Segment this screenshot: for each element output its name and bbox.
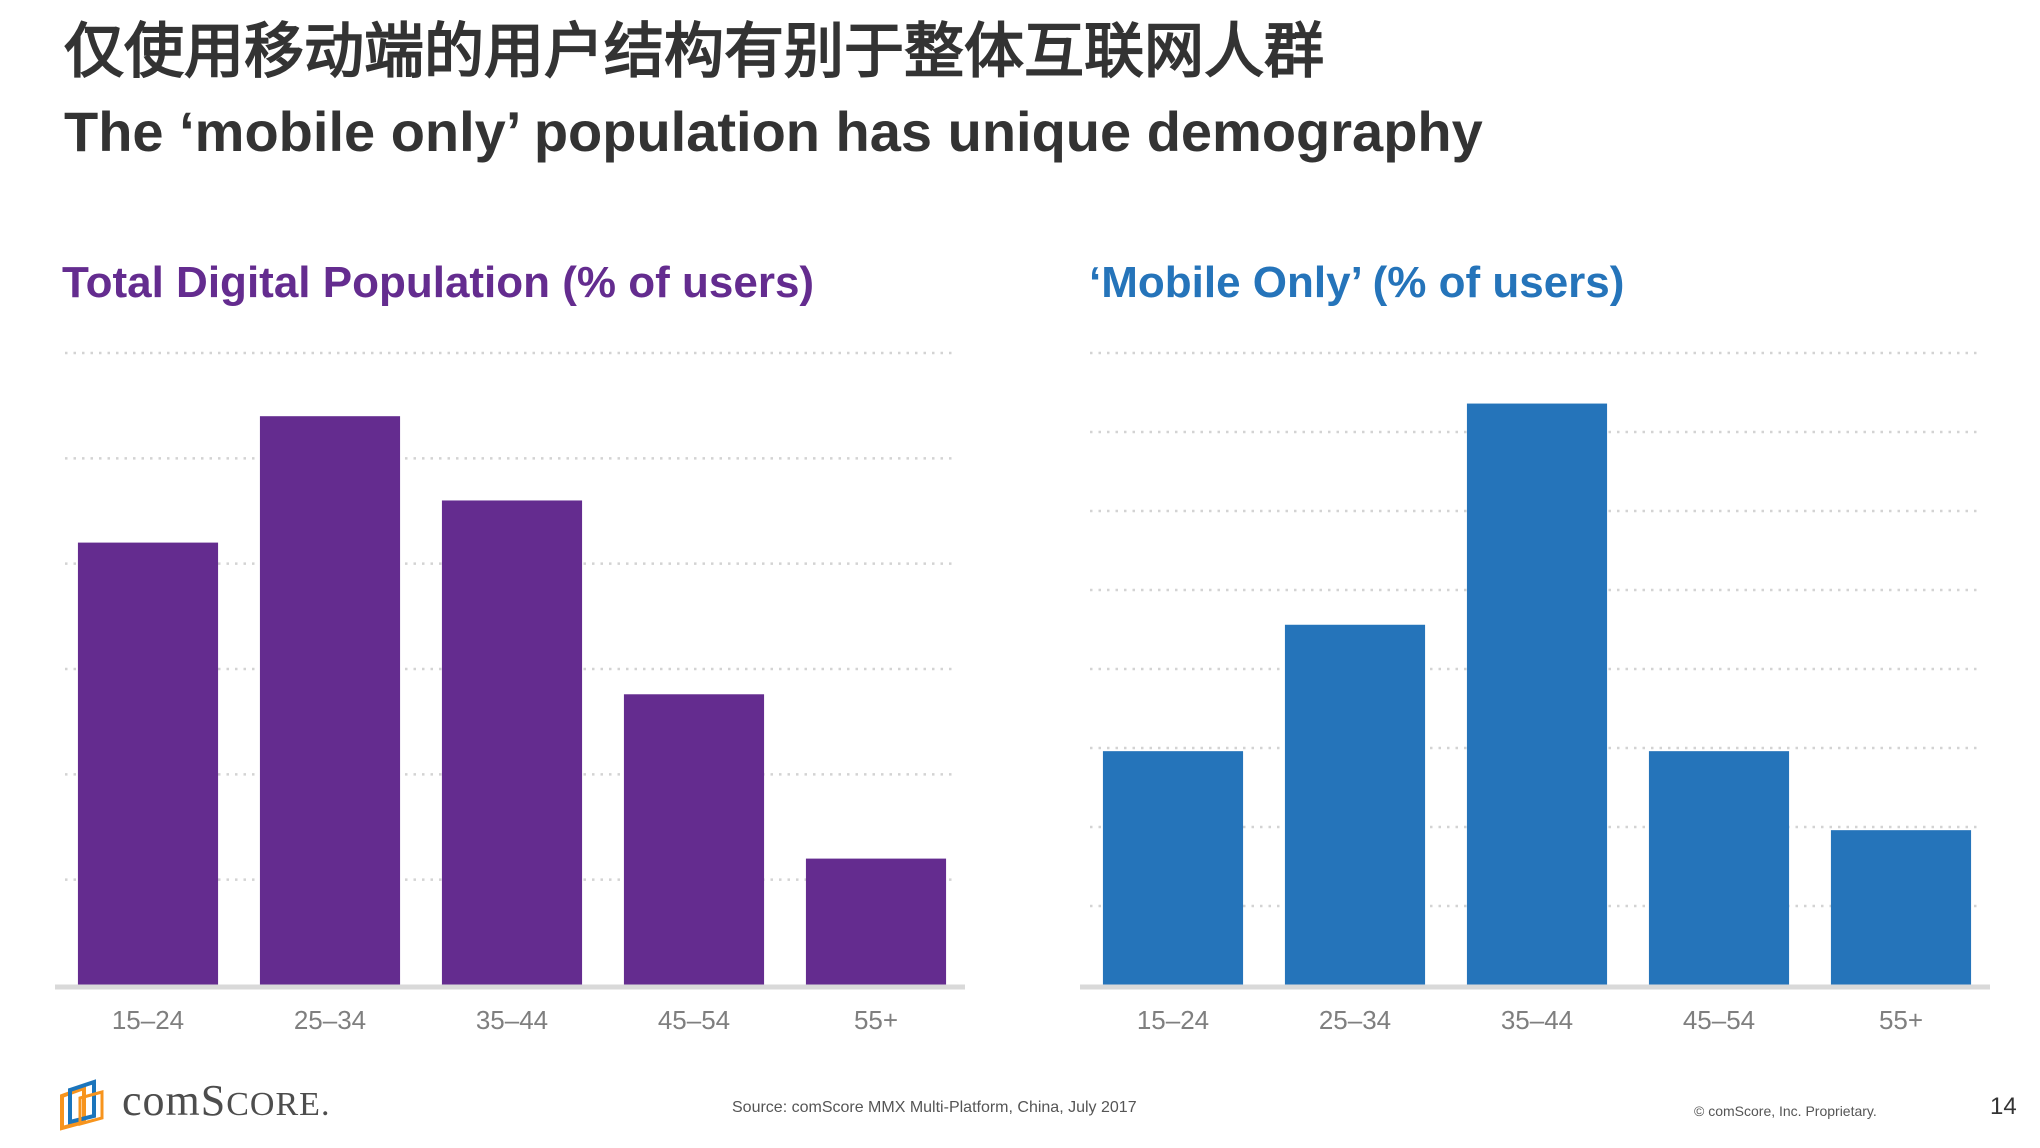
comscore-logo-icon (60, 1079, 104, 1131)
bar-55+ (1830, 830, 1972, 985)
chart-title-mobile-only: ‘Mobile Only’ (% of users) (1089, 258, 1625, 307)
brand-dot: . (320, 1086, 331, 1123)
bar-45-54 (623, 694, 765, 985)
x-tick-label: 35–44 (1501, 1005, 1573, 1035)
comscore-brand-wordmark: comSCORE. (122, 1075, 330, 1126)
x-tick-label: 45–54 (658, 1005, 730, 1035)
x-tick-label: 55+ (854, 1005, 898, 1035)
bar-35-44 (1466, 403, 1608, 985)
bar-chart-total-digital: 15–24 25–34 35–44 45–54 55+ (55, 351, 965, 1035)
x-tick-label: 15–24 (112, 1005, 184, 1035)
bar-55+ (805, 858, 947, 985)
brand-prefix: com (122, 1076, 201, 1125)
source-note: Source: comScore MMX Multi-Platform, Chi… (732, 1099, 1137, 1116)
bar-15-24 (77, 542, 219, 985)
x-tick-label: 25–34 (294, 1005, 366, 1035)
x-tick-label: 25–34 (1319, 1005, 1391, 1035)
x-tick-label: 55+ (1879, 1005, 1923, 1035)
bar-15-24 (1102, 751, 1244, 985)
bar-35-44 (441, 500, 583, 985)
brand-rest: CORE (226, 1086, 321, 1123)
brand-s: S (200, 1076, 227, 1125)
page-title-english: The ‘mobile only’ population has unique … (64, 100, 1483, 163)
bar-chart-mobile-only: 15–24 25–34 35–44 45–54 55+ (1080, 351, 1990, 1035)
x-tick-label: 15–24 (1137, 1005, 1209, 1035)
page-title-chinese: 仅使用移动端的用户结构有别于整体互联网人群 (64, 17, 1324, 87)
chart-title-total-digital: Total Digital Population (% of users) (62, 258, 815, 307)
bar-25-34 (259, 416, 401, 985)
x-tick-label: 35–44 (476, 1005, 548, 1035)
bar-25-34 (1284, 624, 1426, 985)
x-tick-label: 45–54 (1683, 1005, 1755, 1035)
copyright-note: © comScore, Inc. Proprietary. (1694, 1103, 1877, 1119)
bar-45-54 (1648, 751, 1790, 985)
page-number: 14 (1990, 1093, 2017, 1120)
